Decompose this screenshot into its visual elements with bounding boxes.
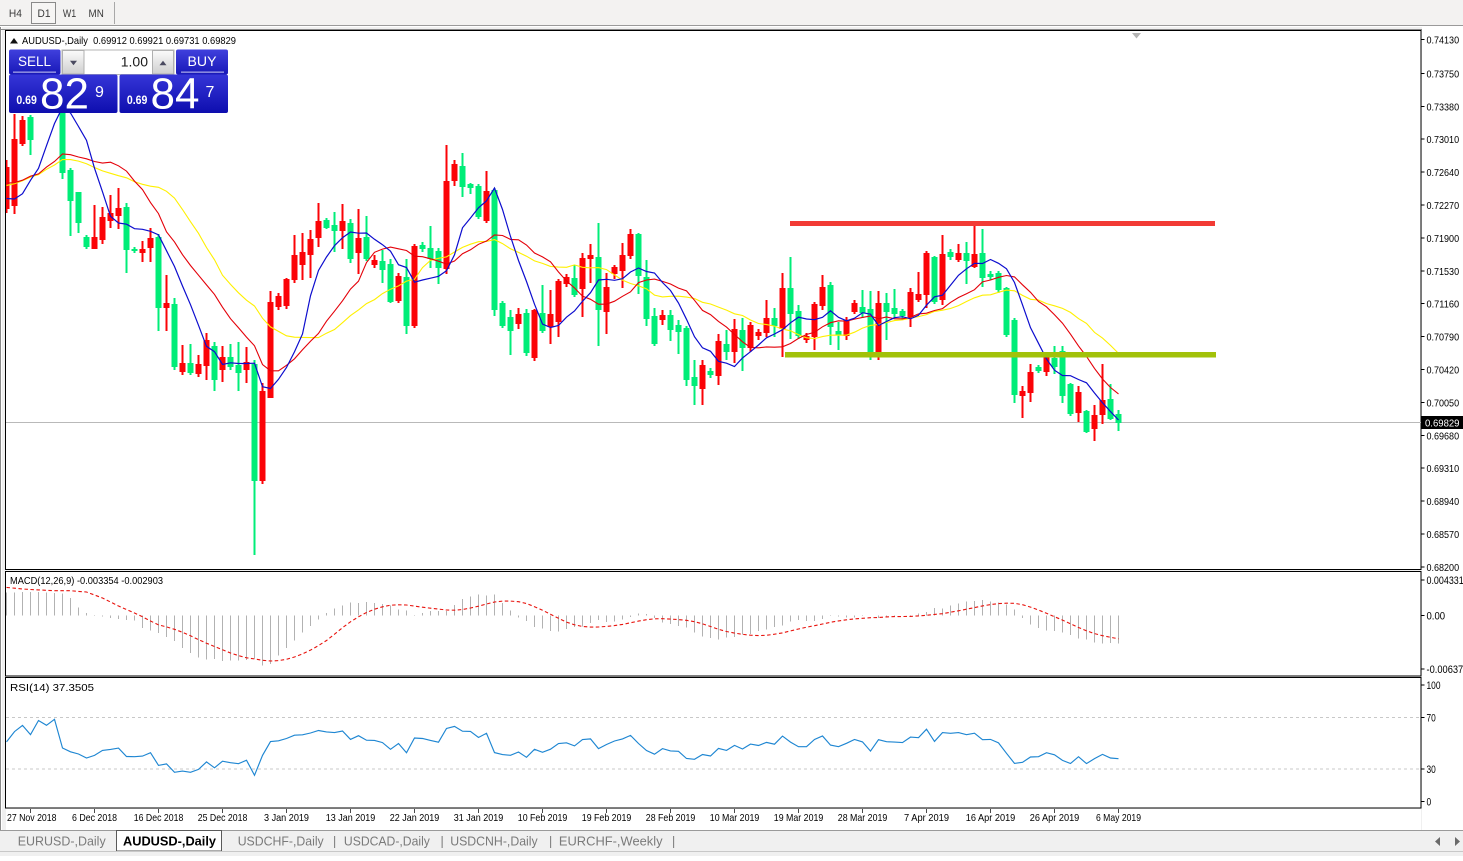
svg-text:0.72270: 0.72270 [1427, 200, 1460, 212]
svg-text:0.69829: 0.69829 [1425, 418, 1460, 430]
svg-text:|: | [549, 835, 552, 849]
svg-text:1.00: 1.00 [121, 54, 148, 70]
svg-text:USDCNH-,Daily: USDCNH-,Daily [450, 835, 538, 849]
svg-text:10 Mar 2019: 10 Mar 2019 [710, 812, 760, 824]
svg-text:|: | [672, 835, 675, 849]
svg-text:|: | [333, 835, 336, 849]
svg-text:AUDUSD-,Daily 0.69912 0.69921: AUDUSD-,Daily 0.69912 0.69921 0.69731 0.… [22, 35, 236, 47]
svg-text:D1: D1 [38, 8, 51, 20]
svg-text:70: 70 [1427, 713, 1436, 725]
svg-text:13 Jan 2019: 13 Jan 2019 [326, 812, 376, 824]
svg-text:USDCHF-,Daily: USDCHF-,Daily [238, 835, 325, 849]
svg-text:RSI(14) 37.3505: RSI(14) 37.3505 [10, 682, 94, 694]
svg-text:AUDUSD-,Daily: AUDUSD-,Daily [123, 835, 216, 849]
svg-text:0.74130: 0.74130 [1427, 35, 1460, 47]
svg-text:0.70050: 0.70050 [1427, 397, 1460, 409]
svg-text:0.68570: 0.68570 [1427, 529, 1460, 541]
svg-text:6 May 2019: 6 May 2019 [1096, 812, 1141, 824]
svg-text:31 Jan 2019: 31 Jan 2019 [454, 812, 504, 824]
svg-text:0.004331: 0.004331 [1427, 575, 1463, 587]
svg-text:19 Mar 2019: 19 Mar 2019 [774, 812, 824, 824]
svg-text:30: 30 [1427, 764, 1436, 776]
svg-text:0.73010: 0.73010 [1427, 134, 1460, 146]
svg-text:0.71160: 0.71160 [1427, 299, 1460, 311]
svg-text:28 Feb 2019: 28 Feb 2019 [646, 812, 696, 824]
svg-text:MN: MN [89, 8, 104, 20]
svg-text:28 Mar 2019: 28 Mar 2019 [838, 812, 888, 824]
svg-text:0.70790: 0.70790 [1427, 332, 1460, 344]
svg-text:EURUSD-,Daily: EURUSD-,Daily [18, 835, 107, 849]
svg-text:9: 9 [95, 84, 104, 101]
svg-text:7: 7 [206, 84, 215, 101]
svg-text:3 Jan 2019: 3 Jan 2019 [264, 812, 309, 824]
svg-text:MACD(12,26,9) -0.003354 -0.002: MACD(12,26,9) -0.003354 -0.002903 [10, 575, 163, 587]
svg-text:26 Apr 2019: 26 Apr 2019 [1030, 812, 1080, 824]
svg-text:19 Feb 2019: 19 Feb 2019 [582, 812, 632, 824]
svg-text:22 Jan 2019: 22 Jan 2019 [390, 812, 440, 824]
svg-text:USDCAD-,Daily: USDCAD-,Daily [344, 835, 431, 849]
svg-text:0.71900: 0.71900 [1427, 233, 1460, 245]
svg-text:BUY: BUY [188, 54, 217, 69]
svg-text:16 Dec 2018: 16 Dec 2018 [134, 812, 184, 824]
svg-text:0.70420: 0.70420 [1427, 365, 1460, 377]
svg-text:W1: W1 [63, 8, 76, 20]
svg-text:0.00: 0.00 [1427, 611, 1446, 623]
svg-text:0.68200: 0.68200 [1427, 562, 1460, 574]
svg-text:100: 100 [1427, 680, 1441, 692]
svg-text:0.72640: 0.72640 [1427, 167, 1460, 179]
svg-text:0.73380: 0.73380 [1427, 101, 1460, 113]
svg-text:10 Feb 2019: 10 Feb 2019 [518, 812, 568, 824]
svg-text:0.71530: 0.71530 [1427, 266, 1460, 278]
svg-text:0.69310: 0.69310 [1427, 463, 1460, 475]
svg-text:82: 82 [40, 70, 89, 119]
svg-text:0.73750: 0.73750 [1427, 68, 1460, 80]
svg-text:SELL: SELL [18, 54, 51, 69]
svg-text:EURCHF-,Weekly: EURCHF-,Weekly [559, 835, 663, 849]
svg-text:0.69680: 0.69680 [1427, 430, 1460, 442]
svg-text:0.69: 0.69 [16, 95, 37, 107]
svg-text:25 Dec 2018: 25 Dec 2018 [198, 812, 248, 824]
svg-text:H4: H4 [9, 8, 22, 20]
svg-text:84: 84 [151, 70, 200, 119]
svg-text:0: 0 [1427, 797, 1432, 809]
svg-text:0.68940: 0.68940 [1427, 496, 1460, 508]
svg-text:0.69: 0.69 [127, 95, 147, 107]
svg-text:7 Apr 2019: 7 Apr 2019 [904, 812, 949, 824]
svg-text:-0.006371: -0.006371 [1427, 664, 1463, 676]
svg-text:6 Dec 2018: 6 Dec 2018 [72, 812, 117, 824]
svg-text:27 Nov 2018: 27 Nov 2018 [7, 812, 57, 824]
svg-text:|: | [441, 835, 444, 849]
svg-text:16 Apr 2019: 16 Apr 2019 [966, 812, 1016, 824]
